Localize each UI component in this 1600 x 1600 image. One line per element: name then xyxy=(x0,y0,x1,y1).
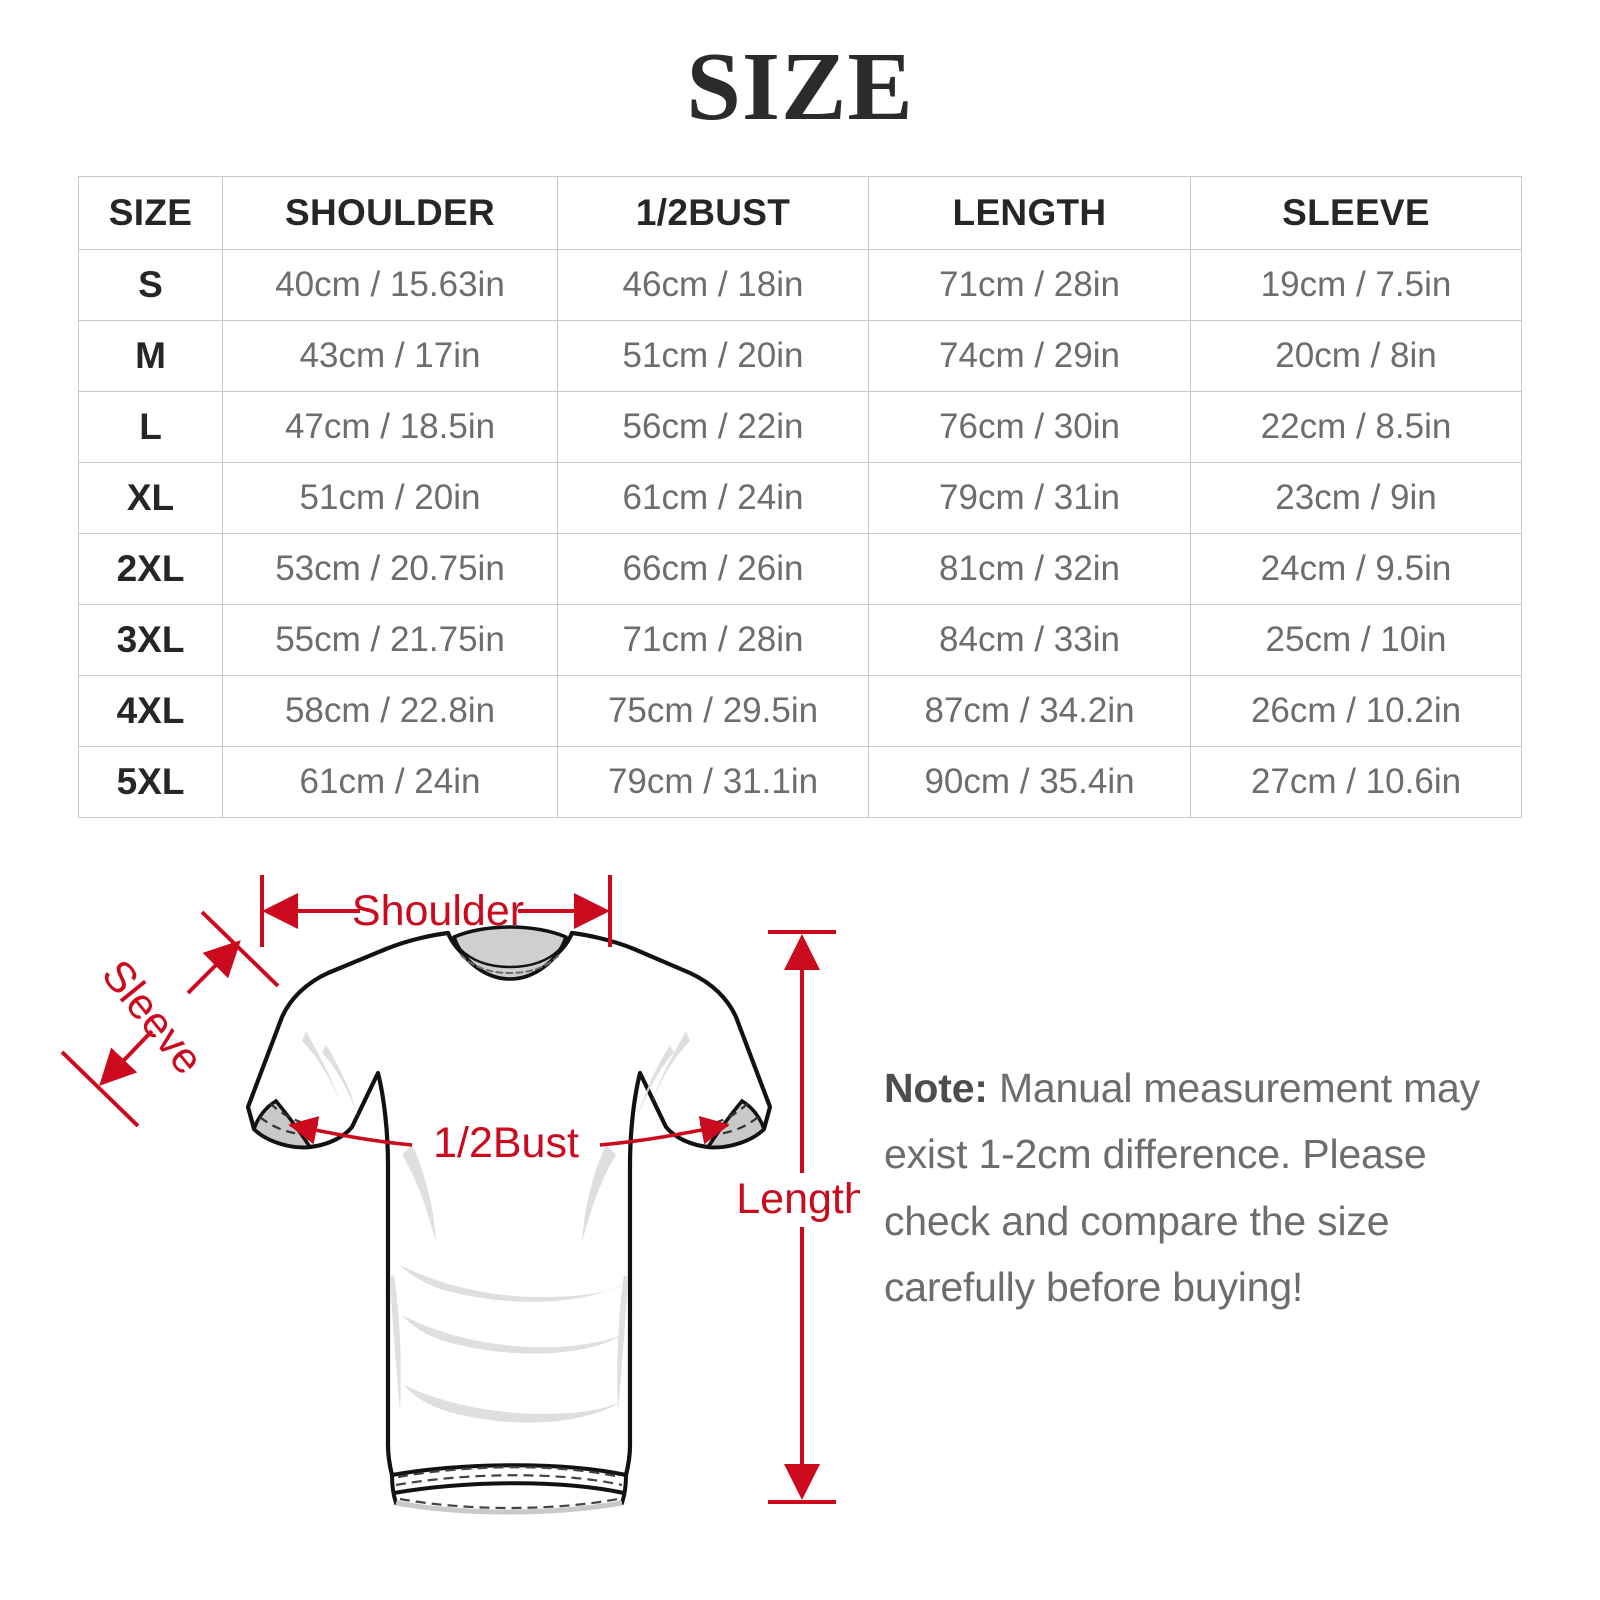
cell-sleeve: 26cm / 10.2in xyxy=(1190,675,1522,747)
bust-arrow-left xyxy=(288,1116,413,1147)
sleeve-arrow-down xyxy=(99,1029,154,1086)
size-chart-table: SIZE SHOULDER 1/2BUST LENGTH SLEEVE S 40… xyxy=(78,176,1522,818)
column-header-bust: 1/2BUST xyxy=(557,176,869,250)
table-header-row: SIZE SHOULDER 1/2BUST LENGTH SLEEVE xyxy=(78,176,1522,250)
cell-bust: 79cm / 31.1in xyxy=(557,746,869,818)
sleeve-tick-lower xyxy=(60,1050,140,1128)
table-row: 5XL 61cm / 24in 79cm / 31.1in 90cm / 35.… xyxy=(78,746,1522,818)
cell-bust: 71cm / 28in xyxy=(557,604,869,676)
page-title: SIZE xyxy=(686,33,914,141)
column-header-sleeve: SLEEVE xyxy=(1190,176,1522,250)
cell-size: 3XL xyxy=(78,604,223,676)
note-text: Manual measurement may exist 1-2cm diffe… xyxy=(884,1065,1480,1311)
table-row: 2XL 53cm / 20.75in 66cm / 26in 81cm / 32… xyxy=(78,533,1522,605)
column-header-length: LENGTH xyxy=(868,176,1191,250)
cell-sleeve: 20cm / 8in xyxy=(1190,320,1522,392)
cell-bust: 66cm / 26in xyxy=(557,533,869,605)
table-row: 4XL 58cm / 22.8in 75cm / 29.5in 87cm / 3… xyxy=(78,675,1522,747)
sleeve-dimension xyxy=(60,910,280,1128)
cell-bust: 61cm / 24in xyxy=(557,462,869,534)
cell-length: 71cm / 28in xyxy=(868,249,1191,321)
cell-length: 79cm / 31in xyxy=(868,462,1191,534)
cell-sleeve: 25cm / 10in xyxy=(1190,604,1522,676)
cell-length: 74cm / 29in xyxy=(868,320,1191,392)
cell-sleeve: 24cm / 9.5in xyxy=(1190,533,1522,605)
cell-length: 84cm / 33in xyxy=(868,604,1191,676)
cell-shoulder: 58cm / 22.8in xyxy=(222,675,558,747)
bust-label: 1/2Bust xyxy=(433,1119,579,1167)
cell-shoulder: 55cm / 21.75in xyxy=(222,604,558,676)
cell-size: 5XL xyxy=(78,746,223,818)
cell-sleeve: 19cm / 7.5in xyxy=(1190,249,1522,321)
fabric-folds xyxy=(302,1031,690,1423)
cell-bust: 75cm / 29.5in xyxy=(557,675,869,747)
cell-bust: 46cm / 18in xyxy=(557,249,869,321)
tshirt-illustration xyxy=(245,925,773,1478)
cell-shoulder: 47cm / 18.5in xyxy=(222,391,558,463)
column-header-shoulder: SHOULDER xyxy=(222,176,558,250)
sleeve-tick-upper xyxy=(200,910,280,988)
length-dimension xyxy=(768,930,836,1504)
shoulder-dimension xyxy=(260,875,612,947)
cell-shoulder: 43cm / 17in xyxy=(222,320,558,392)
cell-bust: 56cm / 22in xyxy=(557,391,869,463)
cell-size: XL xyxy=(78,462,223,534)
cell-shoulder: 61cm / 24in xyxy=(222,746,558,818)
bottom-hem xyxy=(389,1463,629,1515)
cell-shoulder: 40cm / 15.63in xyxy=(222,249,558,321)
table-row: S 40cm / 15.63in 46cm / 18in 71cm / 28in… xyxy=(78,249,1522,321)
bust-dimension xyxy=(288,1115,730,1147)
cell-length: 87cm / 34.2in xyxy=(868,675,1191,747)
table-row: M 43cm / 17in 51cm / 20in 74cm / 29in 20… xyxy=(78,320,1522,392)
cell-size: M xyxy=(78,320,223,392)
tshirt-measurement-diagram: Shoulder Sleeve 1/2Bust Length xyxy=(40,845,860,1555)
cell-shoulder: 51cm / 20in xyxy=(222,462,558,534)
measurement-note: Note: Manual measurement may exist 1-2cm… xyxy=(884,1055,1514,1321)
cell-size: L xyxy=(78,391,223,463)
table-row: XL 51cm / 20in 61cm / 24in 79cm / 31in 2… xyxy=(78,462,1522,534)
shoulder-label: Shoulder xyxy=(352,887,524,935)
cell-size: 4XL xyxy=(78,675,223,747)
cell-sleeve: 23cm / 9in xyxy=(1190,462,1522,534)
bust-arrow-right xyxy=(599,1115,730,1147)
cell-bust: 51cm / 20in xyxy=(557,320,869,392)
note-prefix: Note: xyxy=(884,1065,988,1111)
cell-sleeve: 22cm / 8.5in xyxy=(1190,391,1522,463)
cell-length: 81cm / 32in xyxy=(868,533,1191,605)
cell-size: 2XL xyxy=(78,533,223,605)
sleeve-label: Sleeve xyxy=(92,951,212,1083)
cell-size: S xyxy=(78,249,223,321)
sleeve-arrow-up xyxy=(186,940,241,995)
table-row: 3XL 55cm / 21.75in 71cm / 28in 84cm / 33… xyxy=(78,604,1522,676)
length-label: Length xyxy=(736,1175,860,1223)
cell-sleeve: 27cm / 10.6in xyxy=(1190,746,1522,818)
table-row: L 47cm / 18.5in 56cm / 22in 76cm / 30in … xyxy=(78,391,1522,463)
cell-shoulder: 53cm / 20.75in xyxy=(222,533,558,605)
column-header-size: SIZE xyxy=(78,176,223,250)
cell-length: 90cm / 35.4in xyxy=(868,746,1191,818)
cell-length: 76cm / 30in xyxy=(868,391,1191,463)
